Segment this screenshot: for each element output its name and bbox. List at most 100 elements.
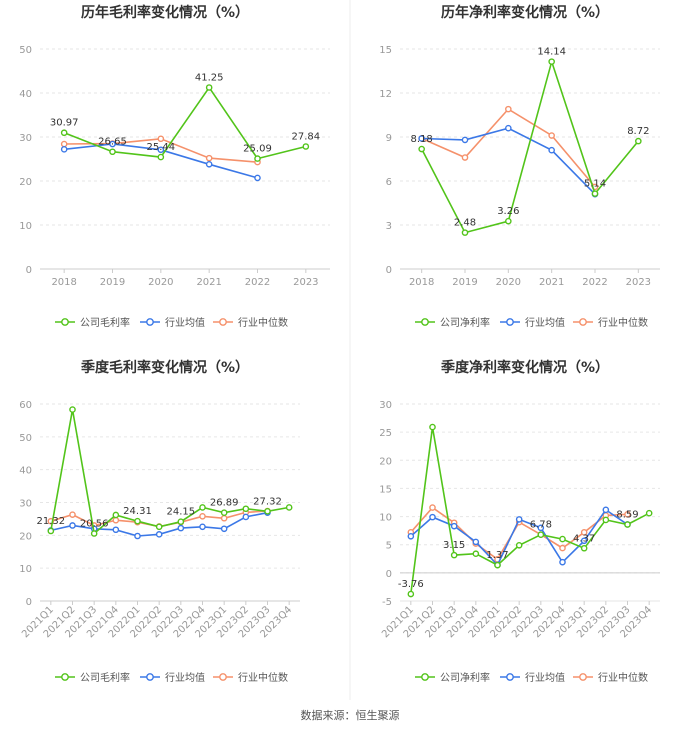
- chart3-series-mean-point: [134, 532, 141, 540]
- chart4-series-company-point: [407, 590, 415, 598]
- chart2-series-mean-line: [421, 127, 596, 195]
- chart4-series-median-point: [429, 504, 436, 511]
- chart4-data-label: 3.15: [443, 540, 465, 551]
- chart4-data-label: 8.59: [616, 510, 638, 521]
- chart1-series-company-point: [60, 129, 68, 137]
- chart3-legend-marker-mean: [146, 673, 154, 681]
- chart1-series-company-line: [63, 86, 306, 160]
- chart2-series-company-point: [635, 137, 642, 145]
- chart3-data-label: 24.31: [123, 506, 152, 517]
- chart3-data-label: 27.32: [253, 496, 282, 507]
- chart2-series-company-point: [591, 190, 599, 197]
- chart4-title: 季度净利率变化情况（%）: [440, 359, 609, 376]
- chart4-legend-marker-mean: [506, 673, 514, 681]
- chart3-legend-marker-median: [219, 673, 227, 681]
- chart2-series-mean-point: [461, 136, 469, 144]
- chart1-y-tick-label: 0: [26, 265, 32, 276]
- chart1-legend-marker-median: [219, 318, 227, 326]
- chart4-series-company-point: [515, 541, 523, 549]
- chart2-x-tick-label: 2018: [409, 277, 434, 288]
- chart3-legend-label-mean: 行业均值: [165, 671, 205, 684]
- chart2-series-company-point: [505, 217, 512, 225]
- chart1-series-median-point: [157, 135, 165, 143]
- chart3-y-tick-label: 0: [26, 597, 32, 608]
- chart1-series-median-point: [60, 140, 68, 148]
- chart4-series-company-point: [537, 531, 545, 538]
- chart1-x-tick-label: 2019: [100, 277, 125, 288]
- chart2-legend-marker-median: [579, 318, 587, 326]
- chart1-legend-label-mean: 行业均值: [165, 316, 205, 329]
- chart3-title: 季度毛利率变化情况（%）: [80, 359, 249, 376]
- chart1-x-tick-label: 2022: [245, 277, 270, 288]
- chart1-series-company-point: [109, 148, 116, 156]
- chart1-series-company-point: [302, 143, 310, 150]
- chart2-series-median-point: [505, 105, 512, 113]
- chart2-series-median-point: [548, 132, 555, 139]
- chart4-series-company-point: [559, 535, 566, 543]
- chart4-series-mean-point: [537, 524, 545, 532]
- chart4-series-median-point: [559, 544, 566, 552]
- chart3-data-label: 26.89: [210, 498, 239, 509]
- chart3-legend-label-company: 公司毛利率: [80, 671, 130, 684]
- chart3-series-company-point: [242, 505, 250, 513]
- chart1-series-mean-point: [254, 174, 261, 182]
- chart3-legend-marker-company: [61, 673, 69, 681]
- chart2-y-tick-label: 12: [379, 89, 392, 100]
- chart1-data-label: 41.25: [195, 73, 224, 84]
- chart2-legend-marker-mean: [506, 318, 514, 326]
- chart3-series-mean-point: [155, 531, 163, 538]
- chart2-y-tick-label: 15: [379, 45, 392, 56]
- chart1-legend-marker-company: [61, 318, 69, 326]
- chart4-data-label: 4.37: [573, 533, 595, 544]
- chart2-data-label: 2.48: [454, 218, 476, 229]
- chart4-series-mean-point: [559, 558, 566, 566]
- chart3-y-tick-label: 10: [19, 564, 32, 575]
- chart1-legend-label-median: 行业中位数: [238, 316, 288, 329]
- chart2-series-mean-point: [505, 124, 512, 132]
- chart3-series-mean-point: [242, 513, 250, 521]
- chart1-x-tick-label: 2021: [196, 277, 221, 288]
- chart2-data-label: 8.18: [411, 134, 433, 145]
- chart3-series-mean-point: [112, 526, 120, 534]
- chart3-series-median-point: [199, 512, 206, 520]
- chart3-legend-label-median: 行业中位数: [238, 671, 288, 684]
- chart1-series-company-point: [254, 155, 261, 162]
- chart4-series-company-point: [450, 551, 458, 559]
- chart3-y-tick-label: 20: [19, 531, 32, 542]
- chart4-series-median-point: [580, 529, 588, 536]
- chart2-x-tick-label: 2020: [496, 277, 521, 288]
- chart1-y-tick-label: 10: [19, 221, 32, 232]
- chart1-data-label: 25.09: [243, 144, 272, 155]
- chart3-series-company-point: [155, 523, 163, 531]
- chart1-series-median-point: [205, 154, 213, 162]
- chart4-legend-label-median: 行业中位数: [598, 671, 648, 684]
- chart1-series-mean-point: [60, 146, 68, 153]
- chart4-series-company-line: [410, 426, 650, 595]
- chart2-series-company-point: [548, 58, 555, 65]
- chart4-series-mean-point: [407, 532, 415, 540]
- chart3-series-median-point: [220, 514, 228, 522]
- chart4-legend-marker-company: [421, 673, 429, 681]
- chart4-y-tick-label: 20: [379, 456, 392, 467]
- chart1-data-label: 26.65: [98, 137, 127, 148]
- chart3-series-company-point: [220, 509, 228, 517]
- chart1-data-label: 30.97: [50, 118, 79, 129]
- chart3-series-median-point: [112, 516, 120, 524]
- chart1-x-tick-label: 2018: [51, 277, 76, 288]
- chart4-y-tick-label: 0: [386, 569, 392, 580]
- chart4-series-company-point: [580, 544, 588, 552]
- chart2-series-company-point: [418, 145, 425, 153]
- chart1-legend-label-company: 公司毛利率: [80, 316, 130, 329]
- chart1-series-company-point: [205, 84, 213, 91]
- chart3-series-mean-point: [199, 523, 206, 531]
- chart4-data-label: 6.78: [530, 520, 552, 531]
- chart3-series-mean-point: [69, 522, 76, 529]
- chart4-series-mean-point: [580, 537, 588, 545]
- chart4-series-median-point: [624, 511, 631, 518]
- chart1-series-mean-point: [205, 160, 213, 168]
- chart4-data-label: 1.37: [486, 550, 508, 561]
- chart1-y-tick-label: 30: [19, 133, 32, 144]
- chart2-y-tick-label: 9: [386, 133, 392, 144]
- chart4-series-company-point: [472, 550, 480, 558]
